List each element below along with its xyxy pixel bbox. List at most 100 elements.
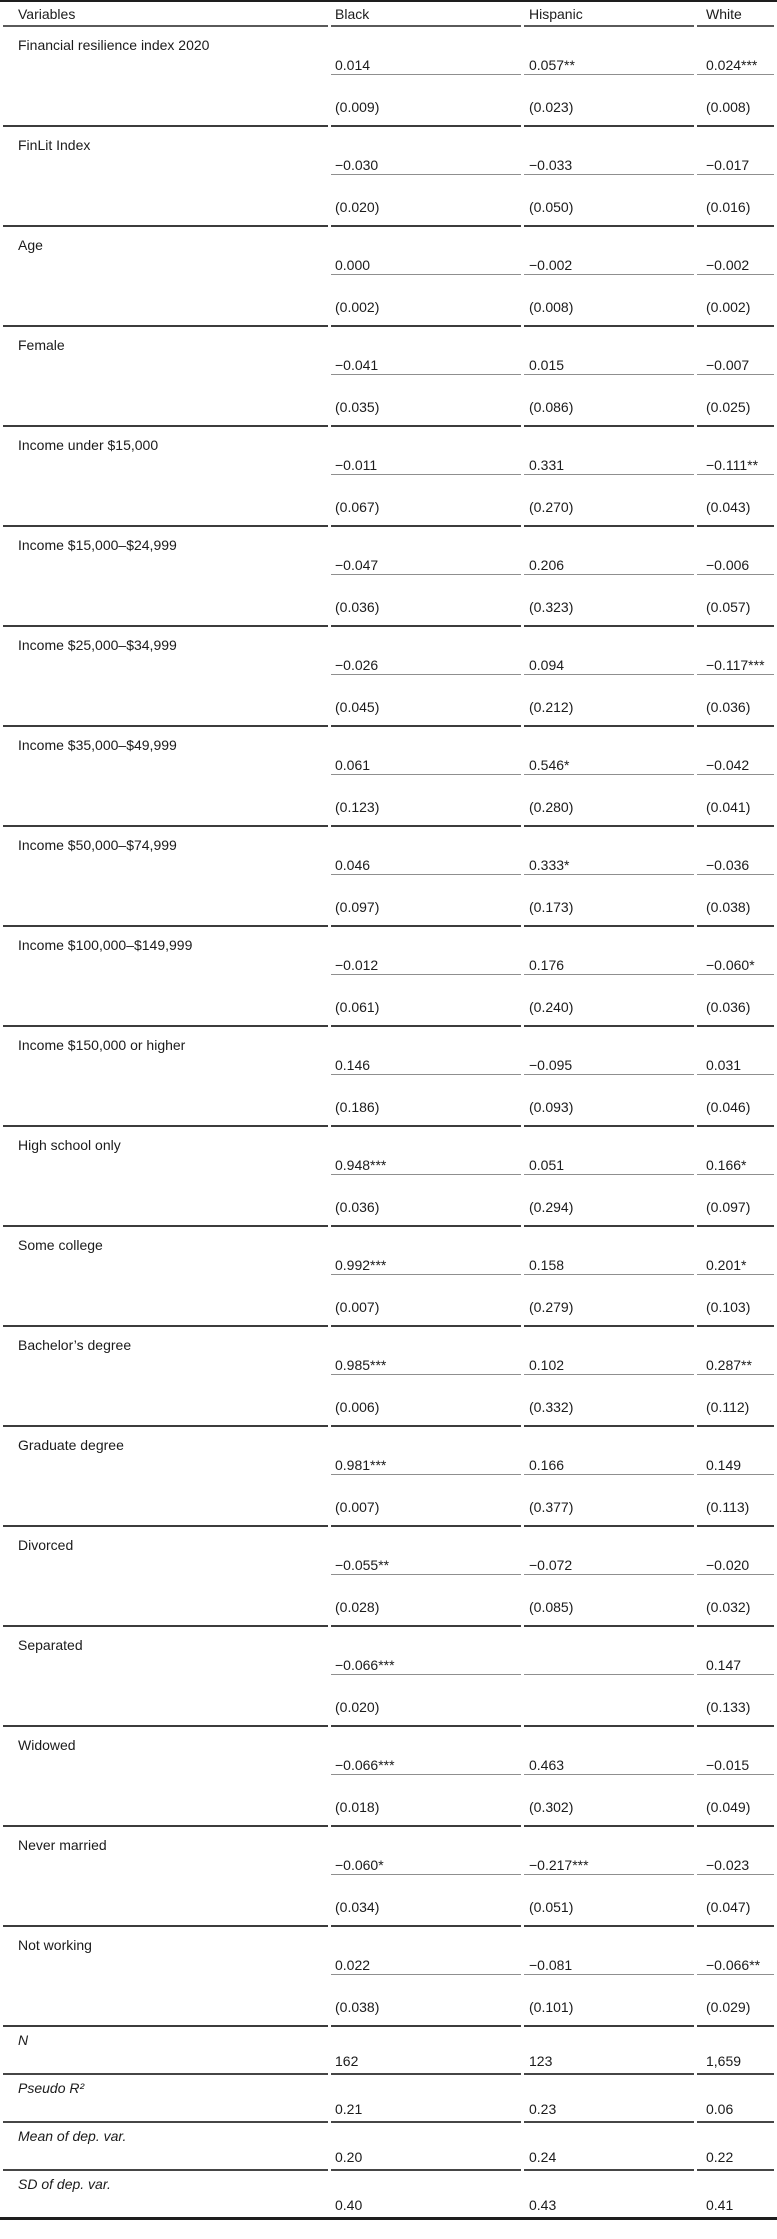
coefficient-black: −0.066*** <box>331 1755 521 1775</box>
empty-cell <box>697 27 774 55</box>
column-header-hispanic: Hispanic <box>524 2 694 27</box>
coefficient-hispanic: 0.015 <box>524 355 694 375</box>
empty-cell <box>3 1255 328 1275</box>
variable-name-cell: FinLit Index <box>18 137 91 153</box>
empty-cell <box>3 1155 328 1175</box>
stderr-black: (0.038) <box>331 1975 521 2027</box>
empty-cell <box>3 1955 328 1975</box>
empty-cell <box>331 827 521 855</box>
stderr-white: (0.025) <box>697 375 774 427</box>
empty-cell <box>697 227 774 255</box>
empty-cell <box>524 1127 694 1155</box>
empty-cell <box>3 2097 328 2123</box>
coefficient-black: 0.061 <box>331 755 521 775</box>
empty-cell <box>3 475 328 527</box>
empty-cell <box>3 1855 328 1875</box>
empty-cell <box>3 255 328 275</box>
empty-cell <box>697 1727 774 1755</box>
stderr-row: (0.045) (0.212) (0.036) <box>3 675 774 727</box>
empty-cell <box>3 1475 328 1527</box>
coefficient-black: 0.948*** <box>331 1155 521 1175</box>
stderr-black: (0.097) <box>331 875 521 927</box>
variable-label-row: Income $150,000 or higher <box>3 1027 774 1055</box>
empty-cell <box>524 1427 694 1455</box>
empty-cell <box>3 775 328 827</box>
empty-cell <box>331 227 521 255</box>
empty-cell <box>3 1555 328 1575</box>
empty-cell <box>697 1227 774 1255</box>
coefficient-white: 0.147 <box>697 1655 774 1675</box>
stderr-row: (0.067) (0.270) (0.043) <box>3 475 774 527</box>
summary-label-row: SD of dep. var. <box>3 2171 774 2193</box>
empty-cell <box>697 2027 774 2049</box>
summary-value-black: 0.20 <box>331 2145 521 2171</box>
variable-label-row: High school only <box>3 1127 774 1155</box>
empty-cell <box>524 2123 694 2145</box>
stderr-white: (0.043) <box>697 475 774 527</box>
empty-cell <box>3 375 328 427</box>
empty-cell <box>331 427 521 455</box>
coefficient-black: 0.981*** <box>331 1455 521 1475</box>
coefficient-white: −0.117*** <box>697 655 774 675</box>
coefficient-row: 0.992*** 0.158 0.201* <box>3 1255 774 1275</box>
stderr-hispanic: (0.101) <box>524 1975 694 2027</box>
empty-cell <box>697 1927 774 1955</box>
coefficient-row: 0.948*** 0.051 0.166* <box>3 1155 774 1175</box>
empty-cell <box>3 975 328 1027</box>
empty-cell <box>524 27 694 55</box>
coefficient-row: −0.026 0.094 −0.117*** <box>3 655 774 675</box>
variable-label-row: Widowed <box>3 1727 774 1755</box>
coefficient-white: −0.020 <box>697 1555 774 1575</box>
stderr-black: (0.036) <box>331 1175 521 1227</box>
coefficient-row: 0.061 0.546* −0.042 <box>3 755 774 775</box>
empty-cell <box>331 1327 521 1355</box>
summary-label-cell: Mean of dep. var. <box>18 2128 127 2144</box>
empty-cell <box>3 1375 328 1427</box>
stderr-black: (0.018) <box>331 1775 521 1827</box>
summary-label-row: N <box>3 2027 774 2049</box>
empty-cell <box>331 2027 521 2049</box>
empty-cell <box>3 2193 328 2217</box>
stderr-hispanic: (0.270) <box>524 475 694 527</box>
empty-cell <box>3 455 328 475</box>
empty-cell <box>3 2049 328 2075</box>
coefficient-row: −0.030 −0.033 −0.017 <box>3 155 774 175</box>
variable-name-cell: Income $100,000–$149,999 <box>18 937 193 953</box>
coefficient-hispanic <box>524 1655 694 1675</box>
empty-cell <box>3 855 328 875</box>
empty-cell <box>331 1427 521 1455</box>
stderr-white: (0.049) <box>697 1775 774 1827</box>
empty-cell <box>331 1927 521 1955</box>
empty-cell <box>3 955 328 975</box>
coefficient-black: 0.014 <box>331 55 521 75</box>
empty-cell <box>3 875 328 927</box>
coefficient-row: 0.000 −0.002 −0.002 <box>3 255 774 275</box>
coefficient-hispanic: 0.176 <box>524 955 694 975</box>
variable-name-cell: Income under $15,000 <box>18 437 159 453</box>
empty-cell <box>3 175 328 227</box>
empty-cell <box>524 1527 694 1555</box>
stderr-row: (0.186) (0.093) (0.046) <box>3 1075 774 1127</box>
header-row: Variables Black Hispanic White <box>3 2 774 27</box>
coefficient-white: 0.031 <box>697 1055 774 1075</box>
empty-cell <box>3 1675 328 1727</box>
stderr-black: (0.061) <box>331 975 521 1027</box>
variable-label-row: Female <box>3 327 774 355</box>
variable-name-cell: Income $35,000–$49,999 <box>18 737 177 753</box>
summary-value-black: 0.21 <box>331 2097 521 2123</box>
stderr-white: (0.112) <box>697 1375 774 1427</box>
coefficient-hispanic: −0.033 <box>524 155 694 175</box>
coefficient-row: −0.066*** 0.463 −0.015 <box>3 1755 774 1775</box>
empty-cell <box>3 1275 328 1327</box>
coefficient-row: −0.012 0.176 −0.060* <box>3 955 774 975</box>
variable-name-cell: Age <box>18 237 43 253</box>
coefficient-row: −0.055** −0.072 −0.020 <box>3 1555 774 1575</box>
summary-value-black: 162 <box>331 2049 521 2075</box>
coefficient-white: 0.287** <box>697 1355 774 1375</box>
empty-cell <box>3 575 328 627</box>
empty-cell <box>524 327 694 355</box>
summary-value-hispanic: 0.24 <box>524 2145 694 2171</box>
empty-cell <box>3 555 328 575</box>
empty-cell <box>524 1027 694 1055</box>
